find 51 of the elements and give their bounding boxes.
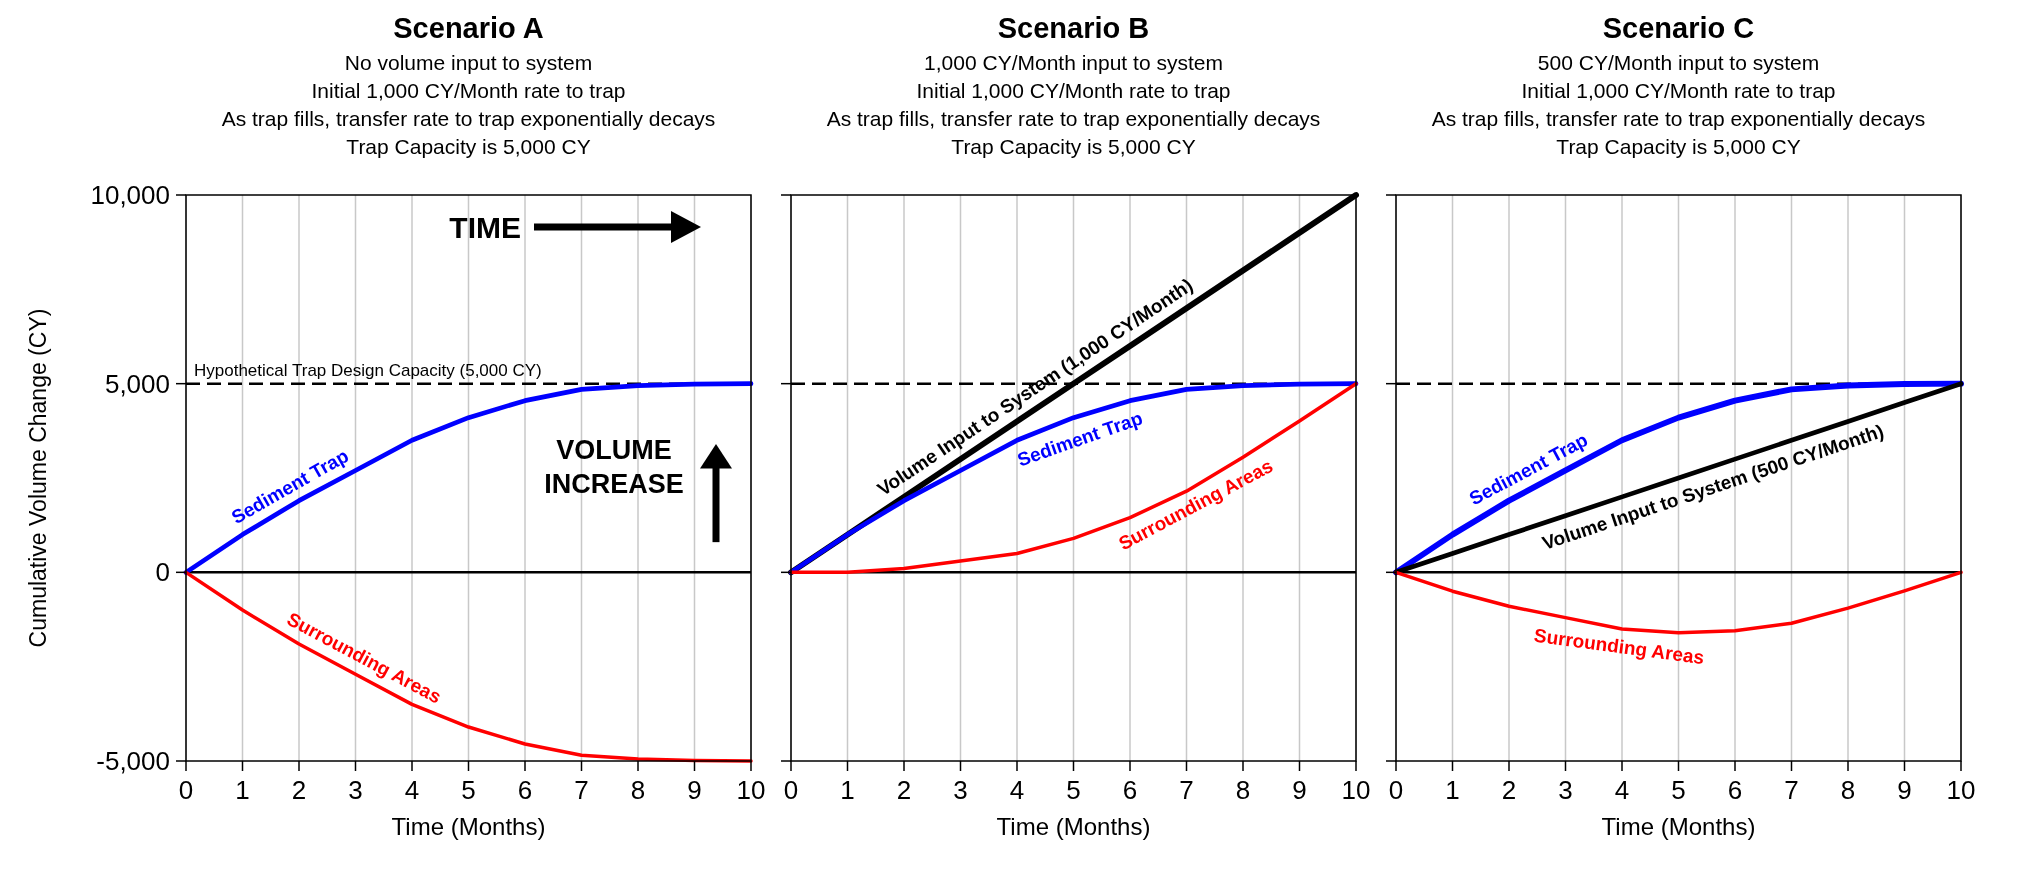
- chart-subtitle: No volume input to system Initial 1,000 CY/Month rate to trap As trap fills, transfer rate to trap exponentially decays Trap Capacity is 5,000 CY: [221, 51, 716, 158]
- x-axis-title: Time (Months): [1601, 813, 1756, 840]
- x-tick-label: 10: [1946, 775, 1976, 805]
- x-tick-label: 10: [1341, 775, 1371, 805]
- x-tick-label: 2: [896, 775, 912, 805]
- x-tick-label: 1: [840, 775, 855, 805]
- x-tick-label: 3: [348, 775, 363, 805]
- x-tick-label: 8: [1235, 775, 1251, 805]
- x-tick-label: 4: [1009, 775, 1025, 805]
- x-tick-label: 7: [574, 775, 589, 805]
- chart-title: Scenario A: [393, 12, 544, 44]
- x-axis-title: Time (Months): [996, 813, 1151, 840]
- x-tick-label: 4: [404, 775, 420, 805]
- x-tick-label: 5: [1066, 775, 1081, 805]
- x-tick-label: 5: [1671, 775, 1686, 805]
- chart-title: Scenario B: [997, 12, 1150, 44]
- x-tick-label: 8: [1840, 775, 1856, 805]
- x-tick-label: 10: [736, 775, 766, 805]
- x-axis-title: Time (Months): [391, 813, 546, 840]
- y-tick-label: -5,000: [96, 746, 170, 776]
- ref-line-label: Hypothetical Trap Design Capacity (5,000 CY): [194, 360, 542, 380]
- y-tick-label: 10,000: [90, 180, 170, 210]
- x-tick-label: 0: [783, 775, 799, 805]
- x-tick-label: 7: [1784, 775, 1799, 805]
- x-tick-label: 3: [1558, 775, 1573, 805]
- x-tick-label: 2: [291, 775, 307, 805]
- y-axis-title: Cumulative Volume Change (CY): [25, 308, 51, 648]
- x-tick-label: 8: [630, 775, 646, 805]
- text: Surrounding Areas: [1532, 624, 1706, 669]
- x-tick-label: 4: [1614, 775, 1630, 805]
- y-tick-label: 5,000: [104, 368, 170, 399]
- annotation: TIME: [449, 211, 521, 245]
- x-tick-label: 0: [1388, 775, 1404, 805]
- chart-subtitle: 1,000 CY/Month input to system Initial 1,000 CY/Month rate to trap As trap fills, transfer rate to trap exponentially decays Trap Capacity is 5,000 CY: [826, 51, 1321, 158]
- x-tick-label: 5: [461, 775, 476, 805]
- x-tick-label: 6: [1727, 775, 1743, 805]
- x-tick-label: 9: [1292, 775, 1307, 805]
- x-tick-label: 1: [1445, 775, 1460, 805]
- chart-title: Scenario C: [1602, 12, 1755, 44]
- chart-subtitle: 500 CY/Month input to system Initial 1,000 CY/Month rate to trap As trap fills, transfer rate to trap exponentially decays Trap Capacity is 5,000 CY: [1431, 51, 1926, 158]
- x-tick-label: 2: [1501, 775, 1517, 805]
- x-tick-label: 1: [235, 775, 250, 805]
- x-tick-label: 9: [1897, 775, 1912, 805]
- x-tick-label: 6: [1122, 775, 1138, 805]
- x-tick-label: 7: [1179, 775, 1194, 805]
- x-tick-label: 3: [953, 775, 968, 805]
- x-tick-label: 6: [517, 775, 533, 805]
- y-tick-label: 0: [155, 557, 170, 588]
- x-tick-label: 9: [687, 775, 702, 805]
- annotation: VOLUME INCREASE: [544, 435, 684, 500]
- x-tick-label: 0: [178, 775, 194, 805]
